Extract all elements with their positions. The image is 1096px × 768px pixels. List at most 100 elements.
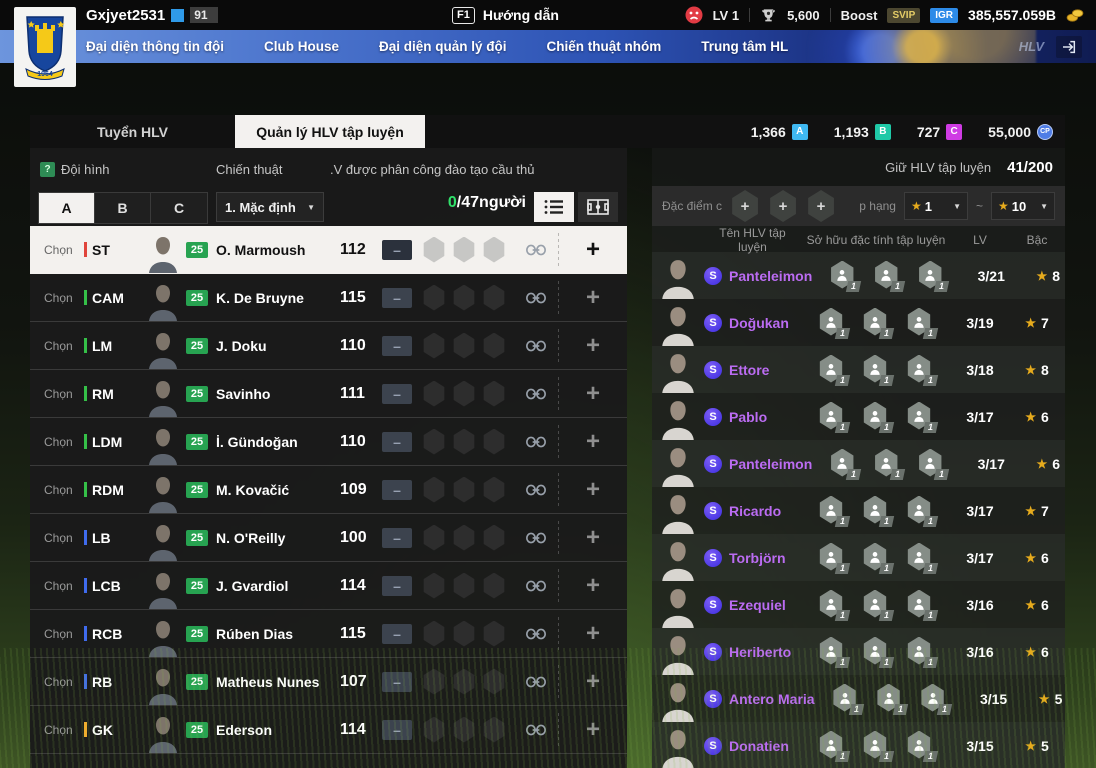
tab-recruit-coach[interactable]: Tuyển HLV	[96, 123, 169, 140]
nav-item[interactable]: Đại diện thông tin đội	[86, 39, 224, 54]
formation-option-button[interactable]: C	[151, 193, 207, 223]
nav-item[interactable]: Club House	[263, 39, 339, 54]
minus-badge[interactable]	[382, 431, 412, 452]
link-icon[interactable]	[514, 676, 558, 688]
trait-level-tag: 1	[922, 421, 939, 433]
minus-badge[interactable]	[382, 383, 412, 404]
coach-rank: 6	[1040, 596, 1049, 613]
player-row[interactable]: Chọn RB 25 Matheus Nunes 107	[30, 658, 627, 706]
rank-to-dropdown[interactable]: 10 ▼	[991, 192, 1055, 220]
nav-item[interactable]: Trung tâm HL	[701, 39, 789, 54]
assign-coach-button[interactable]	[559, 332, 627, 360]
assign-coach-button[interactable]	[559, 668, 627, 696]
add-trait-filter-button[interactable]	[808, 190, 834, 222]
assign-coach-button[interactable]	[559, 380, 627, 408]
player-row[interactable]: Chọn RDM 25 M. Kovačić 109	[30, 466, 627, 514]
link-icon[interactable]	[514, 532, 558, 544]
player-row[interactable]: Chọn CAM 25 K. De Bruyne 115	[30, 274, 627, 322]
coach-portrait-icon	[662, 730, 694, 768]
empty-slot-hexagon	[423, 332, 445, 359]
coach-row[interactable]: S Torbjörn 1 1 1 3/17 6	[652, 534, 1065, 581]
list-view-button[interactable]	[534, 192, 574, 222]
link-icon[interactable]	[514, 724, 558, 736]
rank-from-dropdown[interactable]: 1 ▼	[903, 192, 968, 220]
minus-badge[interactable]	[382, 527, 412, 548]
coach-row[interactable]: S Panteleimon 1 1 1 3/21 8	[652, 252, 1065, 299]
link-icon[interactable]	[514, 292, 558, 304]
minus-badge[interactable]	[382, 719, 412, 740]
coach-row[interactable]: S Pablo 1 1 1 3/17 6	[652, 393, 1065, 440]
assign-coach-button[interactable]	[559, 524, 627, 552]
s-grade-badge: S	[704, 407, 722, 426]
link-icon[interactable]	[514, 244, 558, 256]
minus-badge[interactable]	[382, 671, 412, 692]
player-row[interactable]: Chọn RCB 25 Rúben Dias 115	[30, 610, 627, 658]
empty-slot-hexagon	[453, 668, 475, 695]
minus-badge[interactable]	[382, 239, 412, 260]
add-trait-filter-button[interactable]	[770, 190, 796, 222]
assign-coach-button[interactable]	[559, 620, 627, 648]
assign-coach-button[interactable]	[559, 716, 627, 744]
coach-row[interactable]: S Donatien 1 1 1 3/15 5	[652, 722, 1065, 768]
player-row[interactable]: Chọn LB 25 N. O'Reilly 100	[30, 514, 627, 562]
coach-row[interactable]: S Ettore 1 1 1 3/18 8	[652, 346, 1065, 393]
coach-row[interactable]: S Antero Maria 1 1 1 3/15 5	[652, 675, 1065, 722]
formation-option-button[interactable]: A	[39, 193, 95, 223]
select-label: Chọn	[44, 434, 73, 449]
coach-photo	[652, 586, 704, 628]
add-trait-filter-button[interactable]	[732, 190, 758, 222]
player-photo	[140, 473, 186, 513]
currency-badge: CP	[1037, 123, 1053, 140]
link-icon[interactable]	[514, 580, 558, 592]
exit-button[interactable]	[1056, 35, 1082, 58]
training-trait-icon: 1	[906, 730, 939, 762]
player-row[interactable]: Chọn LM 25 J. Doku 110	[30, 322, 627, 370]
nav-item[interactable]: Chiến thuật nhóm	[546, 39, 662, 54]
player-photo	[140, 281, 186, 321]
player-photo	[140, 329, 186, 369]
player-row[interactable]: Chọn LDM 25 İ. Gündoğan 110	[30, 418, 627, 466]
help-question-icon[interactable]: ?	[40, 162, 55, 177]
training-trait-icon: 1	[906, 307, 939, 339]
minus-badge[interactable]	[382, 335, 412, 356]
help-shortcut[interactable]: F1 Hướng dẫn	[452, 0, 559, 30]
player-name: J. Gvardiol	[216, 577, 289, 594]
list-view-icon	[544, 200, 563, 214]
pitch-view-button[interactable]	[578, 192, 618, 222]
player-row[interactable]: Chọn LCB 25 J. Gvardiol 114	[30, 562, 627, 610]
link-icon[interactable]	[514, 436, 558, 448]
assign-coach-button[interactable]	[559, 284, 627, 312]
link-icon[interactable]	[514, 340, 558, 352]
link-icon[interactable]	[514, 484, 558, 496]
empty-slot-hexagon	[483, 284, 505, 311]
currency-value: 1,193	[833, 123, 869, 140]
player-row[interactable]: Chọn RM 25 Savinho 111	[30, 370, 627, 418]
minus-badge[interactable]	[382, 479, 412, 500]
coach-portrait-icon	[662, 683, 694, 722]
empty-slot-hexagon	[453, 428, 475, 455]
assign-coach-button[interactable]	[559, 572, 627, 600]
coach-row[interactable]: S Doğukan 1 1 1 3/19 7	[652, 299, 1065, 346]
link-icon[interactable]	[514, 628, 558, 640]
coach-row[interactable]: S Ricardo 1 1 1 3/17 7	[652, 487, 1065, 534]
minus-badge[interactable]	[382, 623, 412, 644]
nav-item[interactable]: Đại diện quản lý đội	[379, 39, 507, 54]
coach-name: Pablo	[729, 408, 768, 425]
player-row[interactable]: Chọn GK 25 Ederson 114	[30, 706, 627, 754]
assign-coach-button[interactable]	[559, 236, 627, 264]
coach-row[interactable]: S Heriberto 1 1 1 3/16 6	[652, 628, 1065, 675]
minus-badge[interactable]	[382, 575, 412, 596]
coach-row[interactable]: S Panteleimon 1 1 1 3/17 6	[652, 440, 1065, 487]
tactic-dropdown[interactable]: 1. Mặc định ▼	[216, 192, 324, 222]
player-row[interactable]: Chọn ST 25 O. Marmoush 112	[30, 226, 627, 274]
assign-coach-button[interactable]	[559, 476, 627, 504]
tab-manage-training-coach[interactable]: Quản lý HLV tập luyện	[235, 115, 425, 148]
minus-badge[interactable]	[382, 287, 412, 308]
assign-coach-button[interactable]	[559, 428, 627, 456]
squad-panel: ? Đội hình Chiến thuật .V được phân công…	[30, 148, 627, 768]
coach-row[interactable]: S Ezequiel 1 1 1 3/16 6	[652, 581, 1065, 628]
link-icon[interactable]	[514, 388, 558, 400]
player-photo	[140, 569, 186, 609]
formation-option-button[interactable]: B	[95, 193, 151, 223]
training-trait-icon: 1	[862, 730, 895, 762]
